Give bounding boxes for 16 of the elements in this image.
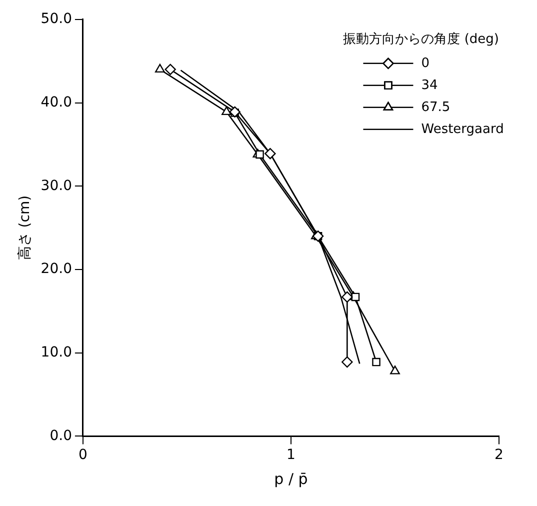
x-tick-label: 1 bbox=[286, 447, 296, 464]
y-tick-label: 50.0 bbox=[40, 11, 72, 28]
legend-label: 34 bbox=[421, 78, 438, 93]
legend-label: Westergaard bbox=[421, 122, 504, 137]
y-tick-label: 0.0 bbox=[50, 428, 72, 444]
y-tick-label: 30.0 bbox=[40, 178, 72, 194]
legend-title: 振動方向からの角度 (deg) bbox=[343, 30, 500, 47]
legend-label: 67.5 bbox=[421, 100, 450, 115]
y-tick-label: 20.0 bbox=[40, 261, 72, 278]
x-tick-label: 0 bbox=[78, 447, 88, 464]
legend-label: 0 bbox=[421, 56, 430, 71]
y-tick-label: 40.0 bbox=[40, 94, 72, 110]
y-axis-title: 高さ (cm) bbox=[17, 195, 34, 260]
x-tick-label: 2 bbox=[494, 447, 504, 464]
y-tick-label: 10.0 bbox=[40, 344, 72, 360]
x-axis-title: p / p̄ bbox=[274, 470, 308, 488]
